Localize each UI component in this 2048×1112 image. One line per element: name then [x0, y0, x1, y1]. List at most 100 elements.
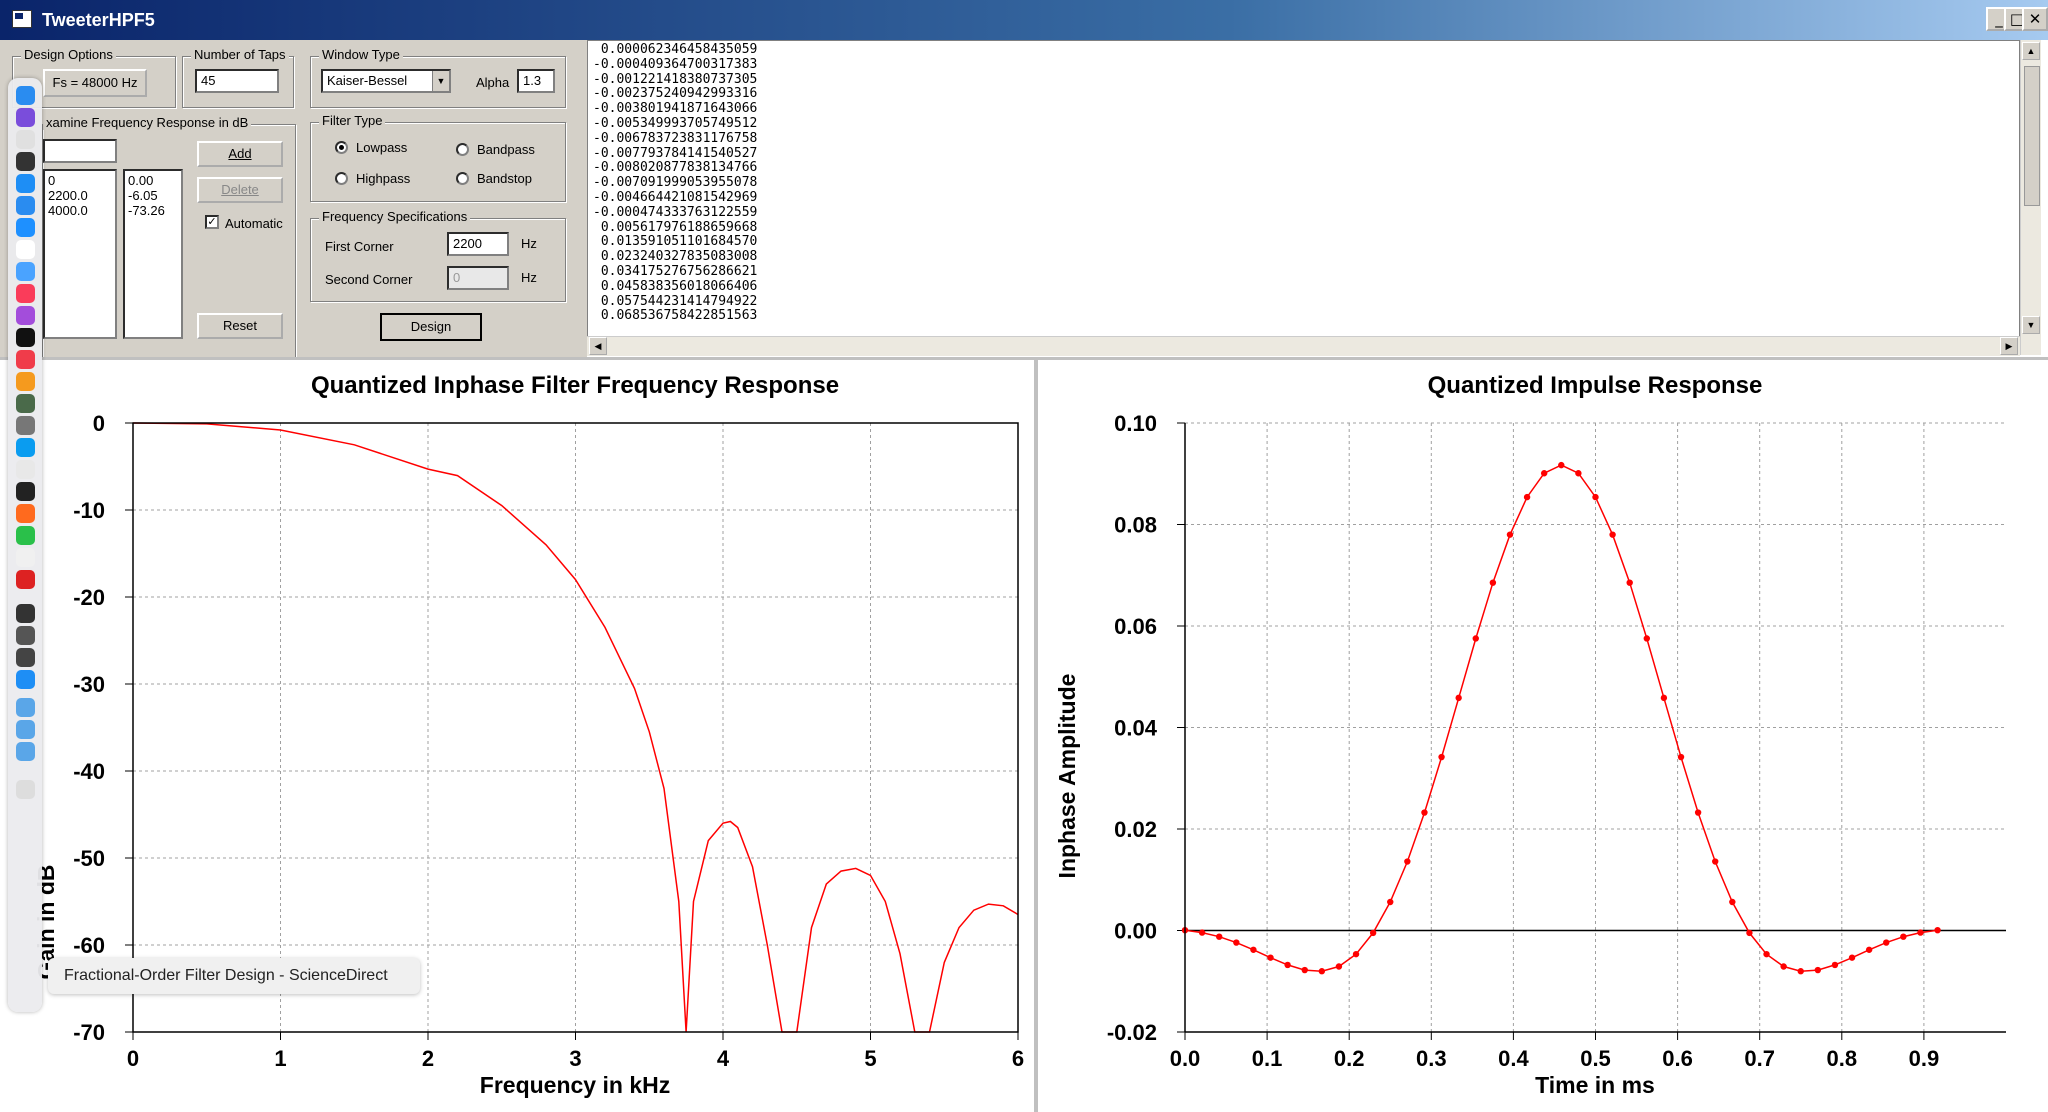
data-point — [1712, 858, 1719, 865]
maximize-button[interactable]: □ — [2004, 7, 2030, 31]
list-item[interactable]: -6.05 — [128, 188, 158, 203]
taps-group: Number of Taps 45 — [182, 47, 294, 108]
folder-icon[interactable] — [16, 698, 35, 717]
list-item[interactable]: 0.00 — [128, 173, 154, 188]
safari-icon[interactable] — [16, 218, 35, 237]
tv-icon[interactable] — [16, 328, 35, 347]
calendar-icon[interactable] — [16, 240, 35, 259]
scroll-right-icon[interactable]: ▶ — [2000, 337, 2018, 355]
skype-icon[interactable] — [16, 438, 35, 457]
design-button[interactable]: Design — [380, 313, 482, 341]
coefficients-text[interactable]: 0.000062346458435059 -0.00040936470031738… — [587, 40, 2020, 355]
list-item[interactable]: 4000.0 — [48, 203, 88, 218]
highpass-radio[interactable] — [335, 172, 348, 185]
data-point — [1934, 926, 1941, 934]
news-icon[interactable] — [16, 350, 35, 369]
scroll-thumb[interactable] — [2024, 66, 2040, 206]
first-corner-input[interactable]: 2200 — [447, 232, 509, 256]
parallels-icon[interactable] — [16, 570, 35, 589]
window-type-select[interactable]: Kaiser-Bessel ▼ — [321, 69, 451, 93]
podcasts-icon[interactable] — [16, 306, 35, 325]
close-button[interactable]: ✕ — [2022, 7, 2048, 31]
system-preferences-icon[interactable] — [16, 416, 35, 435]
taps-input[interactable]: 45 — [195, 69, 279, 93]
automatic-checkbox[interactable]: ✓ — [205, 215, 219, 229]
frequency-list[interactable]: 0 2200.0 4000.0 — [43, 169, 117, 339]
bandpass-radio[interactable] — [456, 143, 469, 156]
control-panel: Design Options Fs = 48000 Hz Number of T… — [0, 40, 587, 380]
data-point — [1592, 493, 1599, 501]
app-store-icon[interactable] — [16, 174, 35, 193]
reset-button[interactable]: Reset — [197, 313, 283, 339]
siri-icon[interactable] — [16, 108, 35, 127]
vertical-scrollbar[interactable]: ▲ ▼ — [2020, 40, 2041, 355]
horizontal-scrollbar[interactable]: ◀ ▶ — [587, 336, 2020, 356]
automatic-label: Automatic — [225, 216, 283, 231]
x-axis-label: Time in ms — [1535, 1072, 1655, 1098]
delete-button[interactable]: Delete — [197, 177, 283, 203]
finder-icon[interactable] — [16, 86, 35, 105]
x-tick-label: 0.7 — [1744, 1046, 1775, 1071]
music-icon[interactable] — [16, 284, 35, 303]
plot-frame — [132, 422, 1019, 1033]
data-point — [1506, 531, 1514, 538]
facetime-icon[interactable] — [16, 526, 35, 545]
time-machine-icon[interactable] — [16, 394, 35, 413]
launchpad-icon[interactable] — [16, 130, 35, 149]
bandstop-radio[interactable] — [456, 172, 469, 185]
frequency-input[interactable] — [43, 139, 117, 163]
firefox-icon[interactable] — [16, 504, 35, 523]
second-corner-input[interactable]: 0 — [447, 266, 509, 290]
trash-icon[interactable] — [16, 780, 35, 799]
list-item[interactable]: 2200.0 — [48, 188, 88, 203]
data-point — [1831, 961, 1839, 969]
photos-icon[interactable] — [16, 548, 35, 567]
books-icon[interactable] — [16, 372, 35, 391]
scroll-down-icon[interactable]: ▼ — [2022, 316, 2040, 334]
terminal-icon[interactable] — [16, 482, 35, 501]
pane-divider[interactable] — [0, 357, 2048, 360]
script-editor-icon[interactable] — [16, 648, 35, 667]
calculator-icon[interactable] — [16, 626, 35, 645]
coefficient-line: 0.013591051101684570 — [593, 234, 758, 250]
downloads-folder-icon[interactable] — [16, 742, 35, 761]
chrome-icon[interactable] — [16, 460, 35, 479]
scroll-up-icon[interactable]: ▲ — [2022, 42, 2040, 60]
list-item[interactable]: -73.26 — [128, 203, 165, 218]
coefficient-line: -0.008020877838134766 — [593, 160, 758, 176]
x-tick-label: 0.0 — [1170, 1046, 1201, 1071]
data-point — [1318, 968, 1326, 975]
mission-control-icon[interactable] — [16, 152, 35, 171]
pane-divider[interactable] — [1034, 360, 1038, 1112]
alpha-input[interactable]: 1.3 — [517, 69, 555, 93]
lowpass-radio[interactable] — [335, 141, 348, 154]
data-point — [1729, 898, 1736, 906]
coefficient-line: 0.057544231414794922 — [593, 293, 758, 309]
windows-icon[interactable] — [16, 670, 35, 689]
chevron-down-icon[interactable]: ▼ — [432, 71, 449, 91]
list-item[interactable]: 0 — [48, 173, 56, 188]
first-corner-unit: Hz — [521, 236, 537, 251]
app-icon[interactable] — [12, 10, 32, 28]
db-list[interactable]: 0.00 -6.05 -73.26 — [123, 169, 183, 339]
data-point — [1301, 966, 1308, 974]
fs-button[interactable]: Fs = 48000 Hz — [43, 69, 147, 97]
x-tick-label: 0 — [127, 1046, 139, 1071]
preview-icon[interactable] — [16, 262, 35, 281]
mail-icon[interactable] — [16, 196, 35, 215]
coefficient-line: 0.023240327835083008 — [593, 249, 758, 265]
coefficient-line: -0.003801941871643066 — [593, 101, 758, 117]
activity-monitor-icon[interactable] — [16, 604, 35, 623]
data-point — [1746, 929, 1753, 937]
add-button[interactable]: Add — [197, 141, 283, 167]
y-tick-label: -30 — [73, 672, 105, 697]
documents-folder-icon[interactable] — [16, 720, 35, 739]
x-axis-label: Frequency in kHz — [480, 1072, 670, 1098]
x-tick-label: 2 — [422, 1046, 434, 1071]
y-tick-label: 0.04 — [1114, 716, 1158, 741]
scroll-left-icon[interactable]: ◀ — [589, 337, 607, 355]
y-tick-label: 0 — [93, 411, 105, 436]
frequency-response-chart: Quantized Inphase Filter Frequency Respo… — [0, 360, 1034, 1112]
data-point — [1472, 635, 1479, 642]
x-tick-label: 0.2 — [1334, 1046, 1365, 1071]
